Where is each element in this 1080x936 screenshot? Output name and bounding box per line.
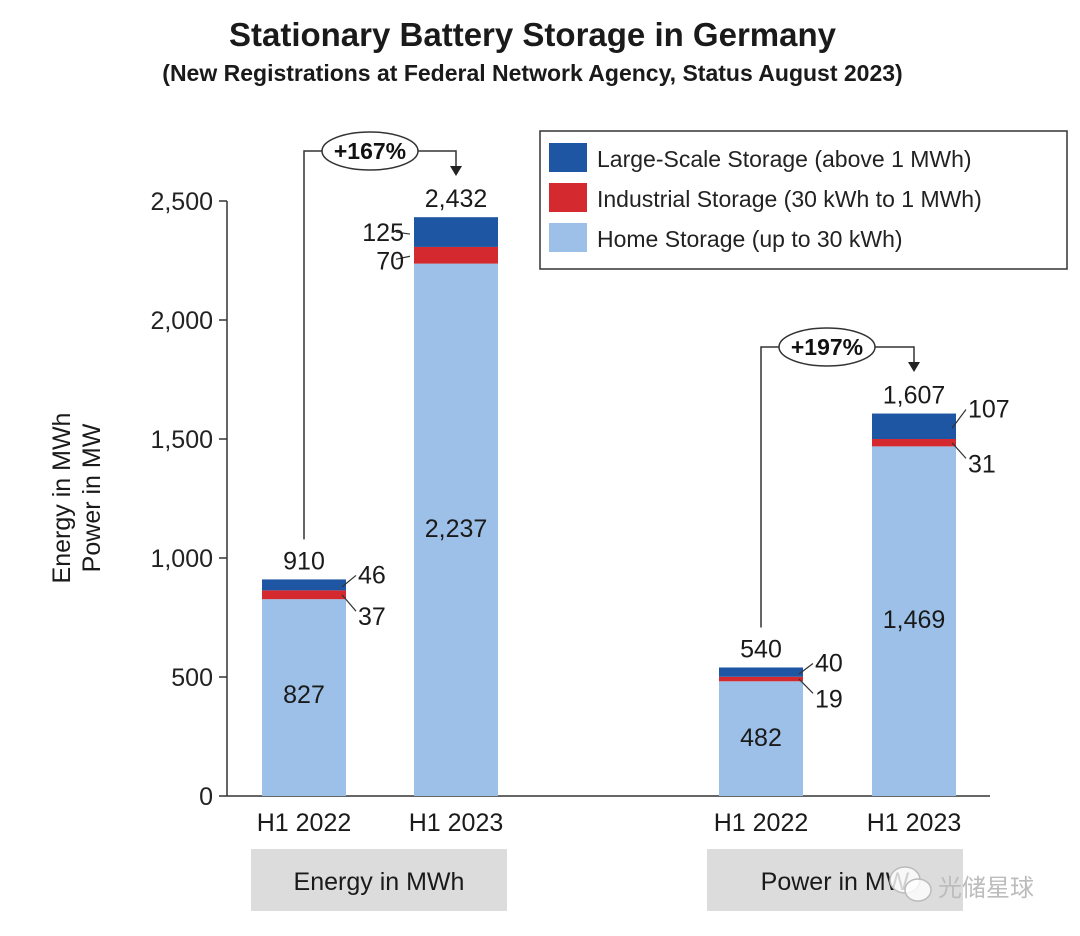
legend-swatch-home — [549, 223, 587, 252]
legend-label-home: Home Storage (up to 30 kWh) — [597, 226, 903, 252]
y-tick-label: 0 — [199, 783, 213, 811]
bar-industrial-label: 19 — [815, 685, 843, 713]
leader-line — [798, 678, 814, 694]
leader-line — [951, 409, 967, 429]
growth-percent-label: +197% — [791, 334, 863, 360]
bar-segment-industrial — [719, 676, 803, 682]
bar-segment-industrial — [414, 246, 498, 264]
bar-home-label: 2,237 — [425, 515, 488, 543]
growth-connector-line — [875, 346, 915, 363]
x-tick-label: H1 2023 — [867, 809, 962, 837]
bar-total-label: 540 — [740, 635, 782, 663]
bar-segment-large — [872, 413, 956, 439]
y-tick-label: 1,500 — [150, 426, 213, 454]
leader-line — [798, 663, 814, 675]
bar-segment-large — [414, 217, 498, 247]
legend-box — [539, 130, 1068, 270]
y-axis-label-line: Power in MW — [78, 423, 106, 572]
bar-large-label: 125 — [362, 219, 404, 247]
bar-segment-industrial — [262, 590, 346, 600]
bar-segment-home — [719, 681, 803, 796]
legend-label-industrial: Industrial Storage (30 kWh to 1 MWh) — [597, 186, 982, 212]
bar-total-label: 1,607 — [883, 382, 946, 410]
chart-title: Stationary Battery Storage in Germany — [228, 16, 837, 53]
y-axis: 0 500 1,000 1,500 2,000 2,500 — [150, 188, 990, 811]
growth-percent-label: +167% — [334, 138, 406, 164]
bar-total-label: 910 — [283, 547, 325, 575]
bar-industrial-label: 31 — [968, 450, 996, 478]
bar-segment-home — [414, 263, 498, 796]
bar-segment-home — [262, 599, 346, 796]
legend-label-large: Large-Scale Storage (above 1 MWh) — [597, 146, 972, 172]
arrow-head-icon — [450, 166, 462, 176]
bar-large-label: 40 — [815, 649, 843, 677]
bar-home-label: 827 — [283, 681, 325, 709]
legend-swatch-industrial — [549, 183, 587, 212]
leader-line — [395, 231, 411, 235]
legend-swatch-large — [549, 143, 587, 172]
bar-home-label: 1,469 — [883, 606, 946, 634]
y-tick-label: 2,000 — [150, 307, 213, 335]
y-axis-label: Energy in MWh Power in MW — [48, 413, 106, 584]
x-tick-label: H1 2023 — [409, 809, 504, 837]
bar-large-label: 46 — [358, 561, 386, 589]
growth-annotations: +167% +197% — [303, 131, 920, 628]
y-tick-label: 1,000 — [150, 545, 213, 573]
bar-segment-home — [872, 446, 956, 796]
group-label-box — [251, 849, 507, 911]
growth-connector-line — [303, 150, 322, 540]
bar-large-label: 107 — [968, 396, 1010, 424]
group-label: Energy in MWh — [294, 868, 465, 896]
leader-line — [395, 255, 411, 260]
y-axis-label-line: Energy in MWh — [48, 413, 76, 584]
watermark-text: 光储星球 — [938, 875, 1034, 902]
bar-home-label: 482 — [740, 724, 782, 752]
leader-line — [341, 574, 357, 588]
leader-line — [341, 594, 357, 612]
wechat-icon-bubble — [904, 878, 932, 902]
group-labels: H1 2022 H1 2023 Energy in MWh H1 2022 H1 202… — [251, 809, 963, 911]
bar-segment-industrial — [872, 439, 956, 447]
growth-connector-line — [418, 150, 457, 167]
growth-connector-line — [760, 346, 779, 628]
leader-line — [951, 442, 967, 459]
growth-badge — [321, 131, 419, 171]
y-tick-label: 2,500 — [150, 188, 213, 216]
x-tick-label: H1 2022 — [257, 809, 352, 837]
bar-industrial-label: 70 — [376, 247, 404, 275]
chart-subtitle: (New Registrations at Federal Network Ag… — [162, 60, 903, 86]
x-tick-label: H1 2022 — [714, 809, 809, 837]
y-tick-label: 500 — [171, 664, 213, 692]
bar-industrial-label: 37 — [358, 603, 386, 631]
legend: Large-Scale Storage (above 1 MWh) Industr… — [539, 130, 1068, 270]
bar-total-label: 2,432 — [425, 185, 488, 213]
growth-badge — [778, 327, 876, 367]
bar-segment-large — [262, 579, 346, 591]
arrow-head-icon — [908, 362, 920, 372]
watermark: 光储星球 — [889, 866, 1034, 902]
group-label: Power in MW — [761, 868, 910, 896]
bar-segment-large — [719, 667, 803, 677]
